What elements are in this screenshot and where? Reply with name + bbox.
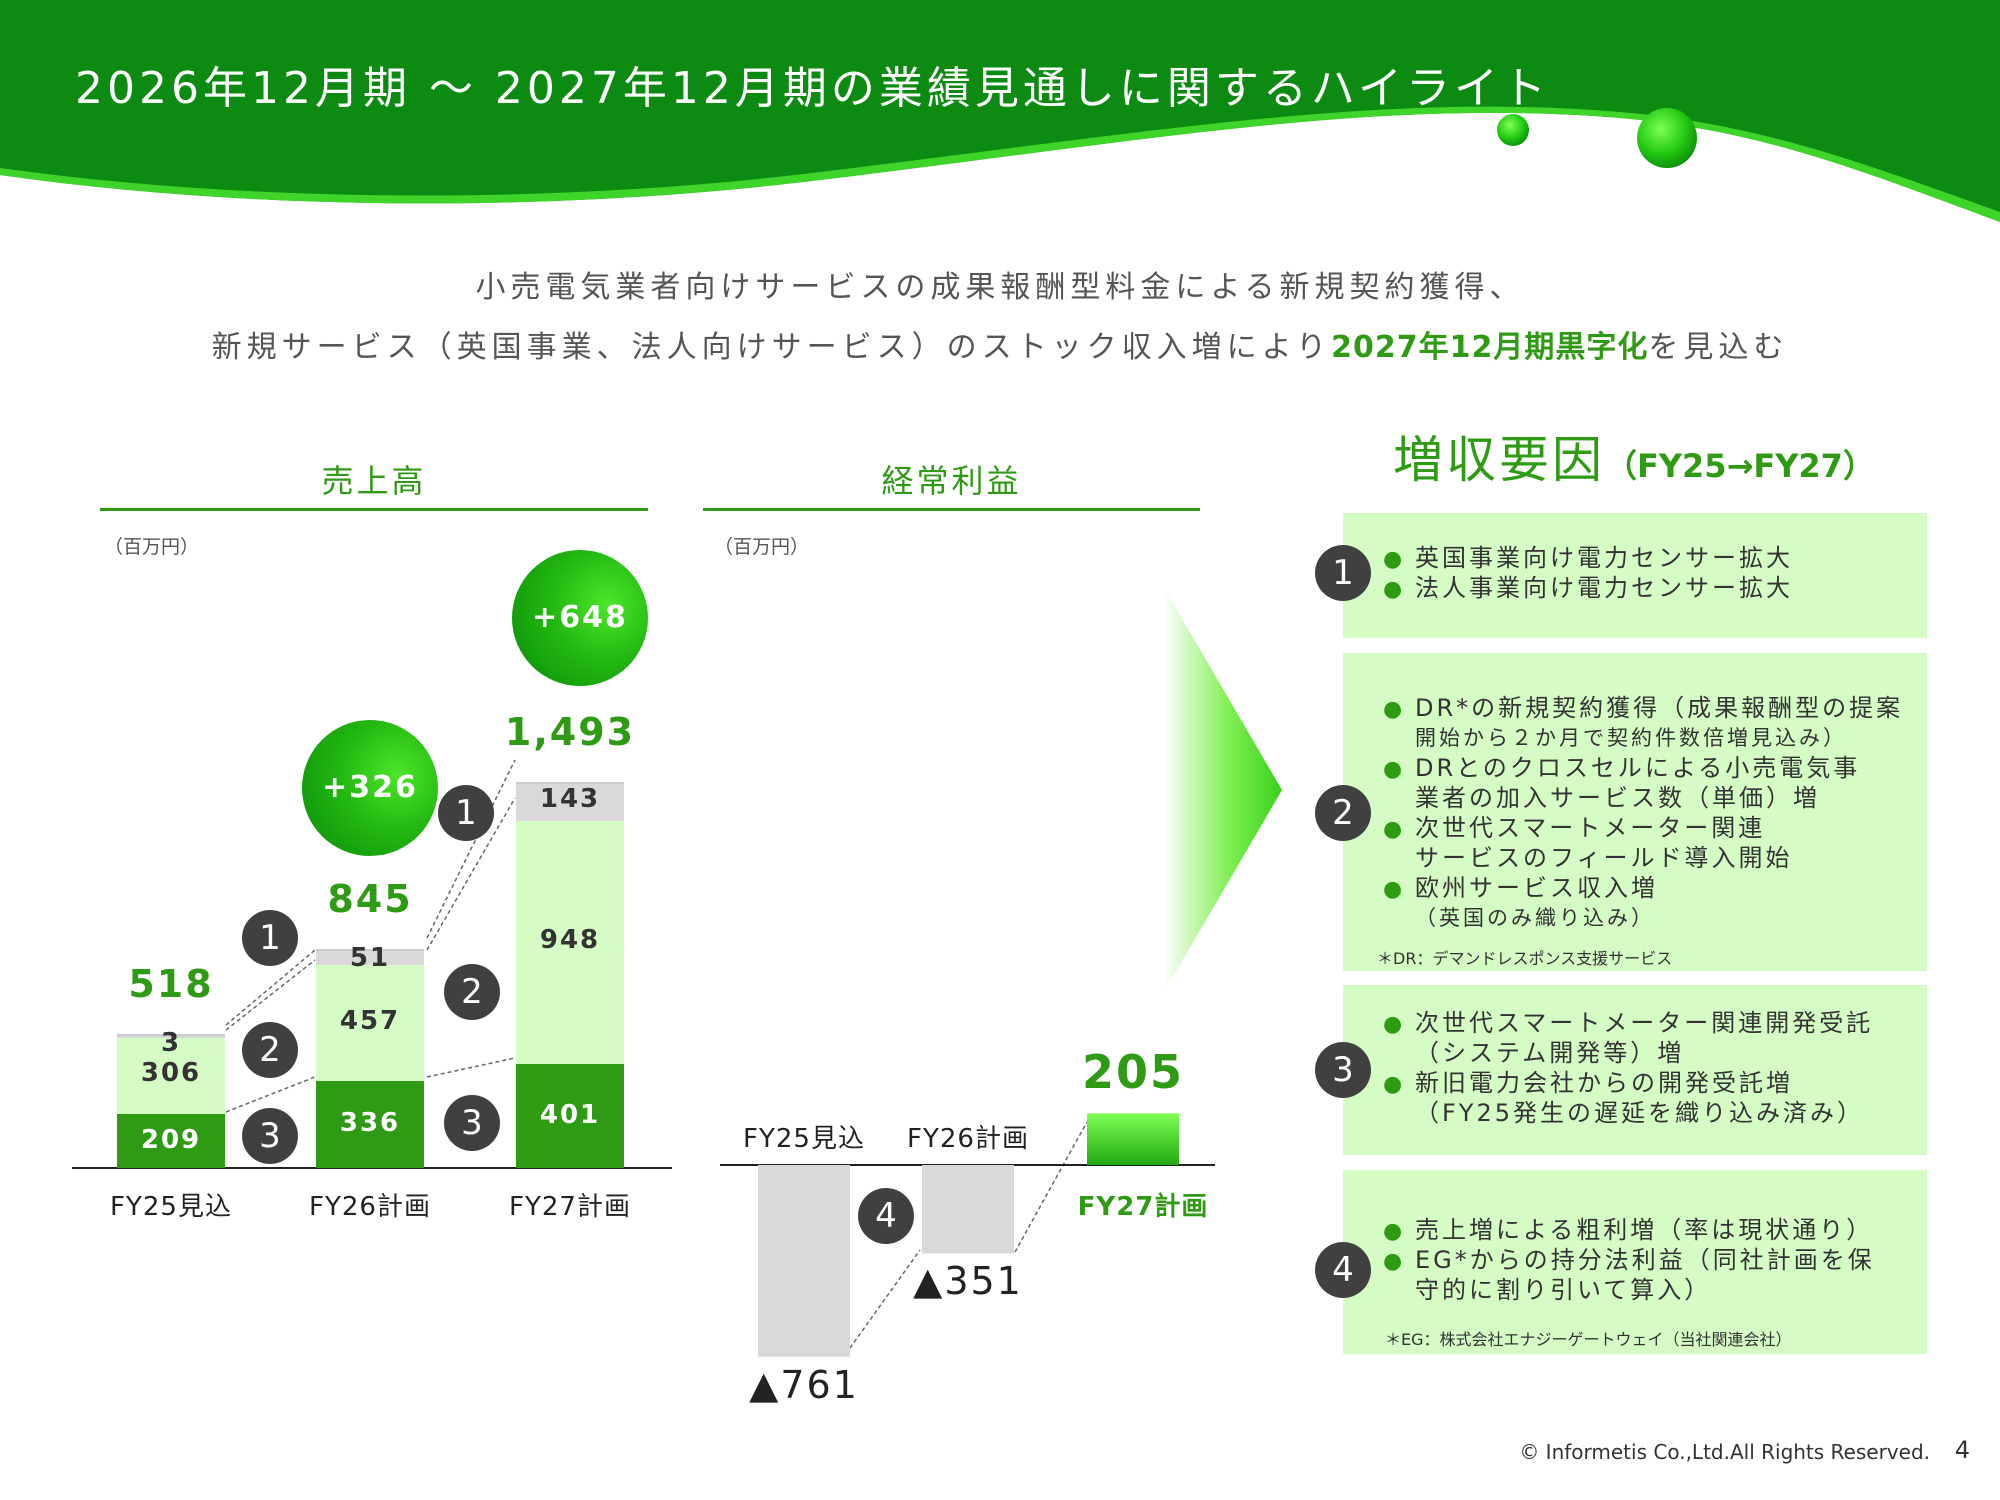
factor-note-eg: ＊EG：株式会社エナジーゲートウェイ（当社関連会社） [1385, 1330, 1792, 1349]
sales-bar-service [316, 962, 424, 1081]
page-title: 2026年12月期 〜 2027年12月期の業績見通しに関するハイライト [75, 63, 1551, 114]
transition-arrow [1164, 588, 1282, 992]
sales-delta-fy27: +648 [512, 550, 648, 686]
page-number: 4 [1954, 1436, 1970, 1464]
factor-item: ● DRとのクロスセルによる小売電気事 業者の加入サービス数（単価）増 [1383, 754, 1861, 812]
sales-badge-fy26-2: 2 [444, 964, 500, 1020]
factor-panel-4: 4 ● 売上増による粗利増（率は現状通り） ● EG*からの持分法利益（同社計画を保… [1315, 1170, 1927, 1354]
sales-unit: （百万円） [104, 536, 200, 558]
profit-category-label: FY25見込 [743, 1124, 865, 1154]
lead-line-2-bold: 2027年12月期黒字化 [1331, 330, 1649, 365]
profit-category-label: FY26計画 [907, 1124, 1029, 1154]
factor-list-3: ● 次世代スマートメーター関連開発受託 （システム開発等）増 ● 新旧電力会社からの開… [1383, 1008, 1873, 1128]
profit-unit: （百万円） [714, 536, 810, 558]
profit-rule [703, 508, 1200, 511]
profit-bar [758, 1165, 850, 1357]
bullet-dot-icon: ● [1383, 877, 1406, 902]
factor-panel-2: 2 ● DR*の新規契約獲得（成果報酬型の提案 開始から２か月で契約件数倍増見込み）… [1315, 653, 1927, 971]
sales-value-label: 948 [539, 925, 601, 956]
bullet-dot-icon: ● [1383, 1249, 1406, 1274]
factor-badge-1: 1 [1315, 545, 1371, 601]
factor-item: ● EG*からの持分法利益（同社計画を保 守的に割り引いて算入） [1383, 1246, 1875, 1304]
factor-item: ● DR*の新規契約獲得（成果報酬型の提案 開始から２か月で契約件数倍増見込み） [1383, 694, 1904, 750]
factor-panel-3: 3 ● 次世代スマートメーター関連開発受託 （システム開発等）増 ● 新旧電力会社から… [1315, 985, 1927, 1155]
profit-value-label: ▲761 [749, 1362, 859, 1407]
sales-badge-fy26-1: 1 [438, 785, 494, 841]
factors-heading: 増収要因（FY25→FY27） [1393, 420, 1875, 492]
sales-rule [100, 508, 648, 511]
sales-bar-sensor [516, 781, 624, 821]
bullet-dot-icon: ● [1383, 1072, 1406, 1097]
sales-bar-dev [316, 1080, 424, 1168]
factor-badge-3: 3 [1315, 1042, 1371, 1098]
lead-line-2-pre: 新規サービス（英国事業、法人向けサービス）のストック収入増により [211, 330, 1332, 365]
profit-value-label: ▲351 [913, 1259, 1023, 1304]
sales-value-label: 3 [160, 1027, 182, 1058]
profit-category-label: FY27計画 [1077, 1192, 1209, 1222]
sales-value-label: 209 [140, 1124, 202, 1155]
sales-category-label: FY25見込 [110, 1192, 232, 1222]
factors-title-sub: （FY25→FY27） [1605, 447, 1875, 485]
factor-item: ● 法人事業向け電力センサー拡大 [1383, 573, 1793, 603]
copyright: © Informetis Co.,Ltd.All Rights Reserved… [1519, 1440, 1930, 1464]
decor-ball-large [1637, 108, 1697, 168]
factor-badge-4: 4 [1315, 1242, 1371, 1298]
sales-title: 売上高 [321, 462, 427, 500]
sales-value-label: 457 [339, 1005, 401, 1036]
sales-bar-service [117, 1034, 225, 1114]
bullet-dot-icon: ● [1383, 1219, 1406, 1244]
factor-item: ● 英国事業向け電力センサー拡大 [1383, 543, 1793, 573]
sales-value-label: 401 [539, 1100, 601, 1131]
profit-value-label: 205 [1081, 1045, 1185, 1100]
factor-badge-2: 2 [1315, 785, 1371, 841]
lead-line-1: 小売電気業者向けサービスの成果報酬型料金による新規契約獲得、 [475, 270, 1525, 305]
sales-badge-fy25-2: 2 [242, 1022, 298, 1078]
sales-badge-fy25-1: 1 [242, 910, 298, 966]
bullet-dot-icon: ● [1383, 547, 1406, 572]
sales-bar-dev [516, 1064, 624, 1168]
sales-bar-service [516, 818, 624, 1065]
sales-bar-dev [117, 1113, 225, 1168]
sales-value-label: 306 [140, 1058, 202, 1089]
sales-bar-sensor [117, 1033, 225, 1038]
sales-connectors [72, 759, 672, 1169]
bullet-dot-icon: ● [1383, 817, 1406, 842]
sales-value-label: 51 [349, 943, 391, 974]
factor-list-2: ● DR*の新規契約獲得（成果報酬型の提案 開始から２か月で契約件数倍増見込み） ●… [1383, 693, 1903, 933]
bullet-dot-icon: ● [1383, 757, 1406, 782]
sales-value-label: 336 [339, 1108, 401, 1139]
profit-title: 経常利益 [881, 462, 1022, 500]
bullet-dot-icon: ● [1383, 697, 1406, 722]
sales-category-label: FY26計画 [309, 1192, 431, 1222]
profit-bar [1087, 1113, 1179, 1165]
factor-list-4: ● 売上増による粗利増（率は現状通り） ● EG*からの持分法利益（同社計画を保 守的… [1383, 1215, 1875, 1305]
factor-list-1: ● 英国事業向け電力センサー拡大 ● 法人事業向け電力センサー拡大 [1383, 543, 1793, 603]
factor-item: ● 売上増による粗利増（率は現状通り） [1383, 1215, 1875, 1245]
factor-panel-1: 1 ● 英国事業向け電力センサー拡大 ● 法人事業向け電力センサー拡大 [1315, 513, 1927, 638]
sales-bar-sensor [316, 949, 424, 965]
factors-title: 増収要因 [1393, 431, 1605, 489]
sales-total-label: 1,493 [504, 709, 636, 754]
sales-total-label: 518 [128, 961, 214, 1006]
factor-item: ● 次世代スマートメーター関連 サービスのフィールド導入開始 [1383, 814, 1793, 872]
sales-value-label: 143 [539, 784, 601, 815]
bullet-dot-icon: ● [1383, 1012, 1406, 1037]
header-banner [0, 0, 2000, 222]
sales-total-label: 845 [327, 877, 413, 922]
sales-badge-fy25-3: 3 [242, 1108, 298, 1164]
factor-item: ● 次世代スマートメーター関連開発受託 （システム開発等）増 [1383, 1009, 1874, 1067]
bullet-dot-icon: ● [1383, 577, 1406, 602]
profit-bar [922, 1165, 1014, 1254]
lead-line-2: 新規サービス（英国事業、法人向けサービス）のストック収入増により2027年12月… [0, 322, 2000, 366]
sales-delta-fy26: +326 [302, 720, 438, 856]
sales-category-label: FY27計画 [509, 1192, 631, 1222]
decor-ball-small [1497, 114, 1529, 146]
factor-item: ● 新旧電力会社からの開発受託増 （FY25発生の遅延を織り込み済み） [1383, 1069, 1865, 1127]
lead-line-2-post: を見込む [1648, 330, 1789, 365]
factor-item: ● 欧州サービス収入増 （英国のみ織り込み） [1383, 874, 1658, 930]
profit-badge-4: 4 [858, 1188, 914, 1244]
profit-graphics [720, 588, 1282, 1357]
factor-note-dr: ＊DR：デマンドレスポンス支援サービス [1377, 949, 1673, 968]
sales-badge-fy26-3: 3 [444, 1095, 500, 1151]
